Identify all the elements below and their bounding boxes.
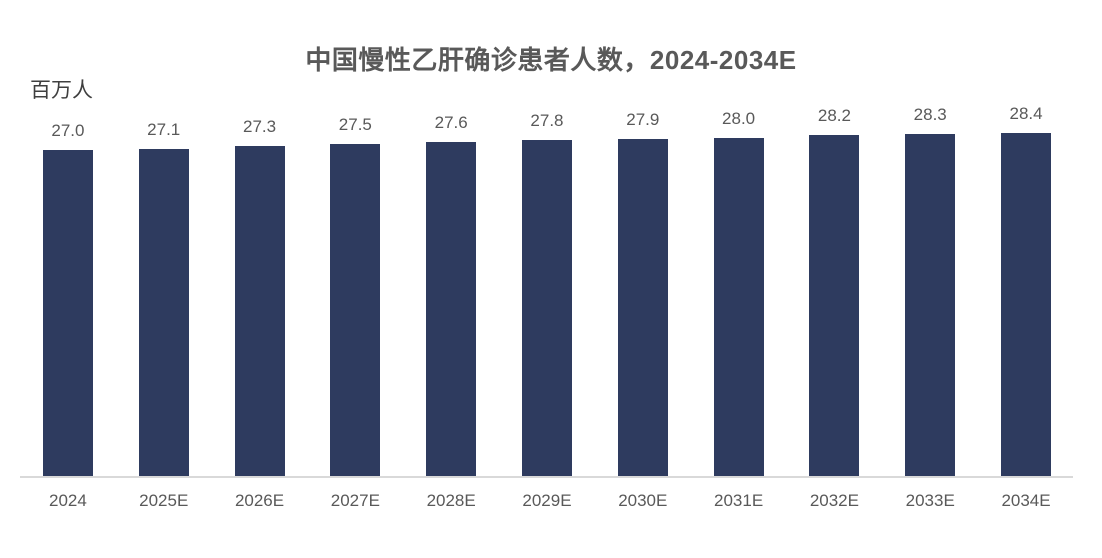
bar-value-label: 27.1 (147, 120, 181, 139)
bar-value-label: 28.3 (913, 105, 947, 124)
x-axis-tick-label: 2025E (139, 491, 189, 510)
bar (713, 138, 764, 477)
bar-column: 28.4 (978, 97, 1074, 477)
bar (42, 150, 93, 477)
bar (617, 139, 668, 477)
plot-area: 27.0 27.1 27.3 27.5 27.6 27.8 27.9 28.0 28.2 28.3… (20, 97, 1074, 477)
bar-value-label: 28.4 (1009, 104, 1043, 123)
bar-value-label: 27.0 (51, 121, 85, 140)
bar-column: 27.1 (116, 97, 212, 477)
bar-column: 27.6 (403, 97, 499, 477)
bar (809, 135, 860, 477)
bar-column: 27.3 (212, 97, 308, 477)
x-axis-tick-label: 2028E (426, 491, 476, 510)
x-axis-tick-label: 2030E (618, 491, 668, 510)
bar-column: 28.0 (691, 97, 787, 477)
x-axis-tick-label: 2026E (234, 491, 285, 510)
bar-column: 28.3 (882, 97, 978, 477)
bar-value-label: 27.6 (434, 113, 468, 132)
bar-value-label: 27.5 (338, 115, 372, 134)
chart-title: 中国慢性乙肝确诊患者人数，2024-2034E (305, 45, 797, 75)
x-axis-labels: 2024 2025E 2026E 2027E 2028E 2029E 2030E 2031E 2… (20, 491, 1074, 511)
bar (1001, 133, 1052, 477)
bar-value-label: 27.8 (530, 111, 564, 130)
x-axis-tick-label: 2027E (330, 491, 380, 510)
x-axis-tick-label: 2029E (522, 491, 572, 510)
bar (138, 149, 189, 477)
bar-column: 27.0 (20, 97, 116, 477)
bar (330, 144, 381, 477)
x-axis-tick-label: 2033E (905, 491, 955, 510)
bar-column: 27.5 (307, 97, 403, 477)
x-axis-tick-label: 2034E (1001, 491, 1051, 510)
y-axis-unit-label: 百万人 (30, 79, 93, 102)
bar-column: 28.2 (787, 97, 883, 477)
x-axis-tick-label: 2024 (48, 491, 87, 510)
x-axis-line (20, 476, 1073, 478)
bar-column: 27.9 (595, 97, 691, 477)
bar-value-label: 28.0 (722, 109, 756, 128)
bar (905, 134, 956, 477)
bar (234, 146, 285, 477)
bar (521, 140, 572, 477)
bar-value-label: 27.3 (242, 117, 277, 136)
x-axis-tick-label: 2032E (809, 491, 859, 510)
bar-value-label: 27.9 (626, 110, 660, 129)
bar (426, 142, 477, 477)
bar-column: 27.8 (499, 97, 595, 477)
bar-value-label: 28.2 (817, 106, 851, 125)
x-axis-tick-label: 2031E (714, 491, 764, 510)
